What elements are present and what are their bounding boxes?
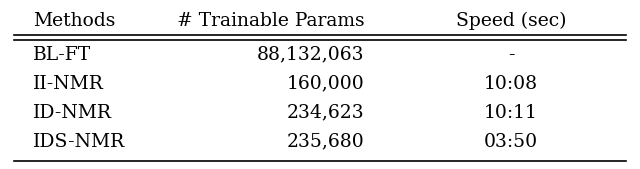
Text: 88,132,063: 88,132,063: [257, 46, 365, 64]
Text: # Trainable Params: # Trainable Params: [177, 12, 365, 30]
Text: IDS-NMR: IDS-NMR: [33, 133, 125, 151]
Text: 235,680: 235,680: [287, 133, 365, 151]
Text: ID-NMR: ID-NMR: [33, 104, 112, 122]
Text: II-NMR: II-NMR: [33, 75, 104, 93]
Text: 234,623: 234,623: [287, 104, 365, 122]
Text: 10:08: 10:08: [484, 75, 538, 93]
Text: -: -: [508, 46, 515, 64]
Text: Speed (sec): Speed (sec): [456, 12, 566, 30]
Text: 160,000: 160,000: [287, 75, 365, 93]
Text: 03:50: 03:50: [484, 133, 538, 151]
Text: 10:11: 10:11: [484, 104, 538, 122]
Text: Methods: Methods: [33, 12, 116, 30]
Text: BL-FT: BL-FT: [33, 46, 92, 64]
